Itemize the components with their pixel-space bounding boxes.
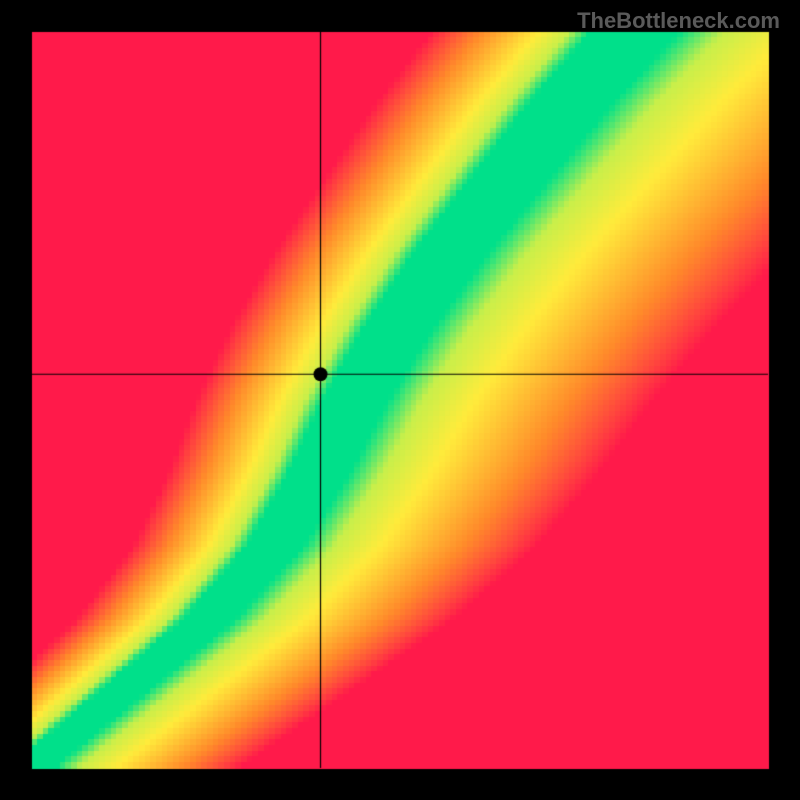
watermark-text: TheBottleneck.com [577,8,780,34]
chart-container: TheBottleneck.com [0,0,800,800]
bottleneck-heatmap [0,0,800,800]
